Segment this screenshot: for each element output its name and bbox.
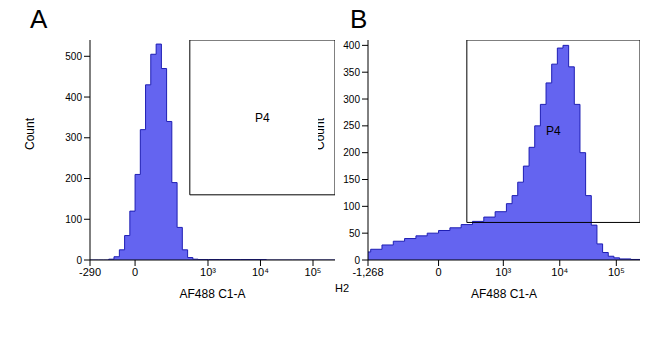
svg-text:350: 350 [343, 67, 360, 78]
svg-text:0: 0 [76, 255, 82, 266]
html-text:B: B [350, 4, 368, 34]
svg-text:AF488 C1-A: AF488 C1-A [471, 287, 537, 301]
svg-text:Count: Count [23, 117, 37, 150]
svg-text:AF488 C1-A: AF488 C1-A [179, 287, 245, 301]
svg-text:100: 100 [343, 201, 360, 212]
svg-text:P4: P4 [255, 111, 270, 125]
svg-text:400: 400 [343, 40, 360, 51]
svg-text:0: 0 [132, 266, 138, 278]
svg-text:P4: P4 [546, 124, 561, 138]
svg-text:10⁵: 10⁵ [305, 266, 322, 278]
svg-text:Count: Count [318, 117, 327, 150]
svg-text:500: 500 [65, 51, 82, 62]
svg-text:0: 0 [354, 255, 360, 266]
html-text:A: A [30, 4, 48, 34]
svg-text:-290: -290 [79, 266, 101, 278]
svg-text:300: 300 [65, 132, 82, 143]
svg-text:10³: 10³ [200, 266, 216, 278]
svg-text:300: 300 [343, 94, 360, 105]
svg-text:0: 0 [435, 266, 441, 278]
svg-text:10³: 10³ [495, 266, 511, 278]
svg-text:10⁴: 10⁴ [252, 266, 269, 278]
html-text:H2: H2 [335, 282, 350, 294]
svg-text:200: 200 [343, 147, 360, 158]
svg-text:50: 50 [349, 228, 361, 239]
svg-text:-1,268: -1,268 [352, 266, 383, 278]
svg-text:250: 250 [343, 120, 360, 131]
svg-text:100: 100 [65, 214, 82, 225]
svg-text:200: 200 [65, 173, 82, 184]
svg-text:400: 400 [65, 92, 82, 103]
svg-text:10⁴: 10⁴ [551, 266, 568, 278]
svg-text:10⁵: 10⁵ [608, 266, 625, 278]
svg-text:150: 150 [343, 174, 360, 185]
